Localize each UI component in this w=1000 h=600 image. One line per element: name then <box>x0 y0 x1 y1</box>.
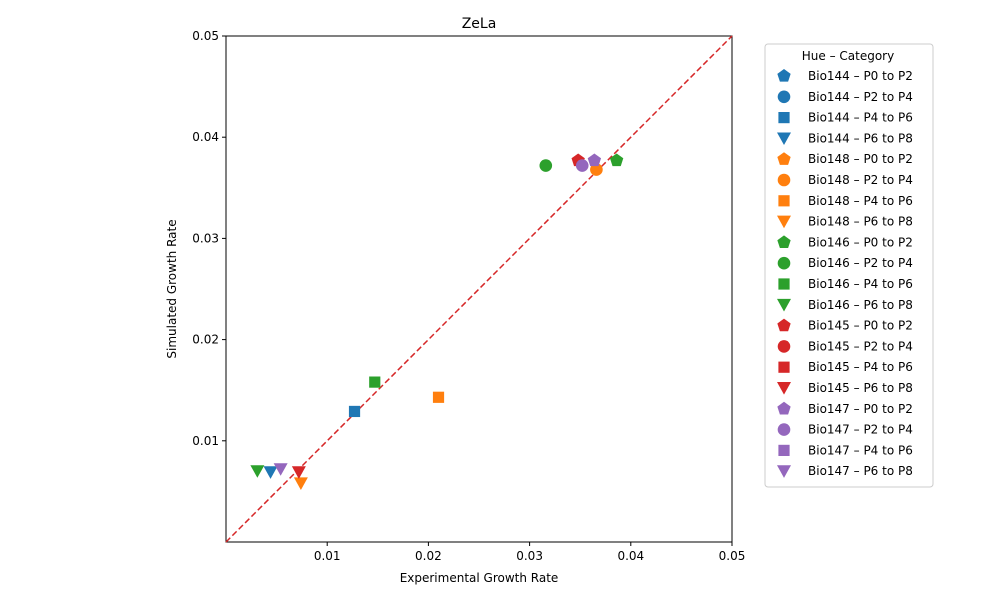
legend-marker-circle <box>777 423 791 436</box>
legend-marker-pentagon <box>777 318 791 332</box>
legend-items: Bio144 – P0 to P2 Bio144 – P2 to P4 Bio144… <box>777 69 913 478</box>
y-tick-label: 0.05 <box>192 29 219 43</box>
legend-item: Bio147 – P2 to P4 <box>777 423 913 437</box>
identity-reference-line <box>225 35 733 543</box>
legend-item: Bio147 – P4 to P6 <box>778 443 913 457</box>
legend-label: Bio148 – P0 to P2 <box>808 152 913 166</box>
x-tick-label: 0.03 <box>516 549 543 563</box>
legend-marker-square <box>778 278 790 290</box>
legend-label: Bio145 – P0 to P2 <box>808 319 913 333</box>
data-markers <box>250 153 624 490</box>
legend-marker-square <box>778 444 790 456</box>
y-tick-label: 0.02 <box>192 333 219 347</box>
legend-label: Bio144 – P0 to P2 <box>808 69 913 83</box>
legend-label: Bio147 – P6 to P8 <box>808 464 913 478</box>
legend-item: Bio148 – P2 to P4 <box>777 173 913 187</box>
legend-item: Bio144 – P6 to P8 <box>777 131 913 145</box>
y-tick-label: 0.04 <box>192 130 219 144</box>
legend-frame <box>764 43 934 488</box>
legend-marker-pentagon <box>777 235 791 249</box>
legend-item: Bio144 – P2 to P4 <box>777 90 913 104</box>
legend-item: Bio145 – P4 to P6 <box>778 360 913 374</box>
legend-label: Bio146 – P2 to P4 <box>808 256 913 270</box>
legend-marker-triangle-down <box>777 465 791 478</box>
legend-label: Bio145 – P4 to P6 <box>808 360 913 374</box>
legend-item: Bio145 – P0 to P2 <box>777 318 913 333</box>
legend-label: Bio148 – P6 to P8 <box>808 215 913 229</box>
legend-item: Bio146 – P6 to P8 <box>777 298 913 312</box>
y-axis-label: Simulated Growth Rate <box>165 219 179 358</box>
y-axis-ticks: 0.01 0.02 0.03 0.04 0.05 <box>192 29 226 448</box>
legend-marker-circle <box>777 340 791 353</box>
data-point-bio146-p2-to-p4 <box>539 159 553 172</box>
y-tick-label: 0.01 <box>192 434 219 448</box>
legend-marker-pentagon <box>777 69 791 82</box>
data-point-bio147-p2-to-p4 <box>575 159 589 172</box>
legend-marker-circle <box>777 256 791 270</box>
x-axis-label: Experimental Growth Rate <box>400 571 559 585</box>
legend-label: Bio147 – P0 to P2 <box>808 402 913 416</box>
legend-marker-triangle-down <box>777 132 791 146</box>
x-tick-label: 0.01 <box>314 549 341 563</box>
legend-label: Bio144 – P2 to P4 <box>808 90 913 104</box>
legend-item: Bio146 – P4 to P6 <box>778 277 913 291</box>
data-point-bio148-p4-to-p6 <box>432 391 445 403</box>
plot-frame <box>225 35 733 543</box>
legend-label: Bio146 – P6 to P8 <box>808 298 913 312</box>
legend-label: Bio147 – P2 to P4 <box>808 423 913 437</box>
legend-item: Bio148 – P0 to P2 <box>777 152 913 166</box>
x-tick-label: 0.05 <box>719 549 746 563</box>
chart-title: ZeLa <box>462 16 497 32</box>
data-point-bio148-p6-to-p8 <box>293 477 308 490</box>
legend-item: Bio148 – P4 to P6 <box>778 194 913 208</box>
legend-label: Bio145 – P6 to P8 <box>808 381 913 395</box>
data-point-bio148-p2-to-p4 <box>590 163 603 176</box>
plot-area: 0.01 0.02 0.03 0.04 0.05 0.010.020.030.040.0… <box>192 29 745 563</box>
legend-item: Bio147 – P0 to P2 <box>777 401 913 416</box>
data-point-bio146-p6-to-p8 <box>250 465 265 478</box>
legend-item: Bio144 – P4 to P6 <box>778 111 913 125</box>
data-point-bio144-p4-to-p6 <box>348 405 361 418</box>
legend-marker-square <box>778 195 790 207</box>
legend-label: Bio148 – P2 to P4 <box>808 173 913 187</box>
legend-marker-triangle-down <box>777 382 791 395</box>
data-point-bio146-p0-to-p2 <box>609 153 624 167</box>
legend-item: Bio144 – P0 to P2 <box>777 69 913 83</box>
data-point-bio144-p6-to-p8 <box>263 466 278 479</box>
data-point-bio146-p4-to-p6 <box>369 376 381 388</box>
legend-item: Bio147 – P6 to P8 <box>777 464 913 478</box>
y-tick-label: 0.03 <box>192 231 219 245</box>
legend-marker-pentagon <box>777 401 791 415</box>
legend-marker-circle <box>777 173 791 187</box>
legend-item: Bio148 – P6 to P8 <box>777 215 913 229</box>
legend-title: Hue – Category <box>802 49 894 63</box>
legend-item: Bio145 – P2 to P4 <box>777 339 913 353</box>
legend-item: Bio146 – P0 to P2 <box>777 235 913 249</box>
data-point-bio147-p0-to-p2 <box>587 153 602 167</box>
data-point-bio145-p6-to-p8 <box>291 466 306 479</box>
legend-label: Bio144 – P6 to P8 <box>808 131 913 145</box>
data-point-bio147-p6-to-p8 <box>273 463 288 476</box>
x-tick-label: 0.04 <box>617 549 644 563</box>
legend-label: Bio146 – P4 to P6 <box>808 277 913 291</box>
legend-marker-pentagon <box>777 152 791 165</box>
legend-label: Bio147 – P4 to P6 <box>808 443 913 457</box>
legend-item: Bio145 – P6 to P8 <box>777 381 913 395</box>
legend-label: Bio144 – P4 to P6 <box>808 111 913 125</box>
legend-label: Bio145 – P2 to P4 <box>808 339 913 353</box>
legend-marker-triangle-down <box>777 298 791 312</box>
legend-label: Bio146 – P0 to P2 <box>808 235 913 249</box>
legend-marker-square <box>778 112 790 124</box>
x-tick-label: 0.02 <box>415 549 442 563</box>
legend-marker-square <box>778 361 790 373</box>
legend-marker-triangle-down <box>777 215 791 229</box>
x-axis-ticks: 0.01 0.02 0.03 0.04 0.05 <box>314 542 746 563</box>
legend-label: Bio148 – P4 to P6 <box>808 194 913 208</box>
legend-item: Bio146 – P2 to P4 <box>777 256 913 270</box>
legend-marker-circle <box>777 90 791 104</box>
